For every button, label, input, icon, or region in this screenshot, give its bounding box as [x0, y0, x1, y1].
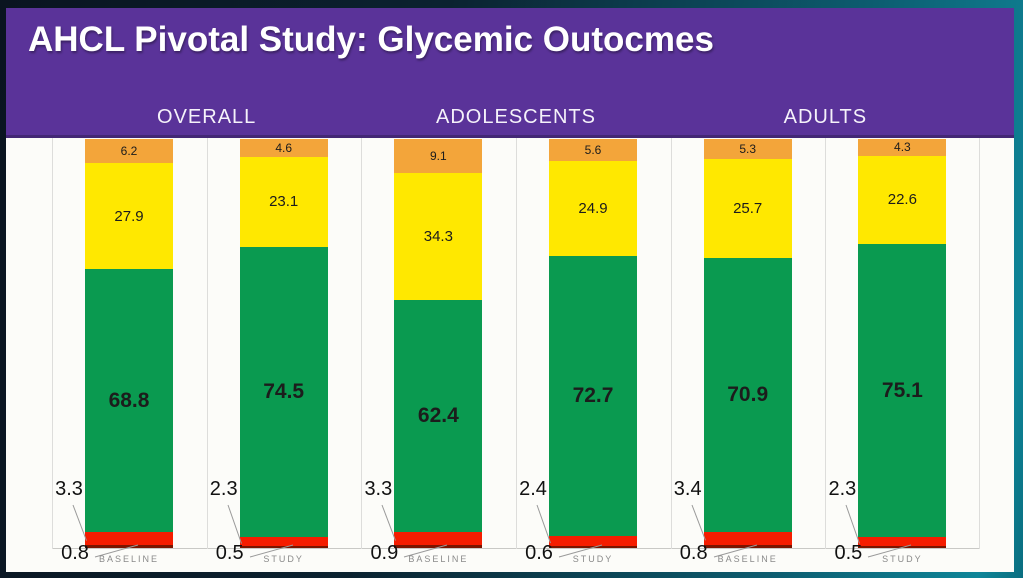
segment-very-high: 5.6 — [549, 139, 638, 161]
panel-divider-line — [52, 138, 53, 549]
low-value-label: 3.3 — [364, 478, 393, 500]
bar-panel: 4.3 22.6 75.1 2.3 0.5 STUDY — [825, 138, 981, 572]
bar-panel: 5.3 25.7 70.9 3.4 0.8 BASELINE — [670, 138, 826, 572]
stacked-bar: 5.6 24.9 72.7 — [549, 139, 638, 548]
very-low-value-label: 0.9 — [370, 542, 399, 564]
group-label-adults: ADULTS — [783, 106, 868, 128]
segment-high: 24.9 — [549, 160, 638, 257]
slide: AHCL Pivotal Study: Glycemic Outocmes OV… — [6, 8, 1014, 572]
panel-divider-line — [206, 138, 208, 549]
segment-low — [394, 532, 483, 545]
segment-very-low — [85, 544, 173, 548]
high-value: 24.9 — [578, 200, 608, 217]
in-range-value: 75.1 — [881, 378, 923, 402]
bar-panel: 6.2 27.9 68.8 3.3 0.8 BASELINE — [52, 138, 207, 572]
segment-high: 23.1 — [239, 156, 328, 247]
page-title: AHCL Pivotal Study: Glycemic Outocmes — [28, 20, 714, 59]
bar-panel: 9.1 34.3 62.4 3.3 0.9 BASELINE — [361, 138, 516, 572]
segment-low — [703, 531, 792, 545]
very-high-value: 9.1 — [430, 148, 447, 163]
stacked-bar: 4.3 22.6 75.1 — [858, 139, 947, 548]
low-value-label: 2.4 — [519, 478, 547, 500]
x-axis-line — [52, 548, 980, 549]
very-high-value: 5.6 — [584, 142, 602, 157]
stacked-bar: 6.2 27.9 68.8 — [85, 139, 173, 548]
bar-panel: 5.6 24.9 72.7 2.4 0.6 STUDY — [516, 138, 671, 572]
very-high-value: 4.6 — [275, 140, 293, 155]
category-label: STUDY — [882, 554, 923, 564]
stacked-bar: 5.3 25.7 70.9 — [703, 139, 792, 548]
segment-high: 34.3 — [394, 172, 483, 301]
segment-low — [239, 537, 328, 547]
segment-very-low — [858, 546, 947, 548]
segment-low — [85, 532, 173, 545]
segment-very-low — [549, 545, 638, 548]
very-low-value-label: 0.8 — [61, 542, 89, 564]
high-value: 27.9 — [114, 207, 144, 225]
category-label: BASELINE — [717, 554, 778, 564]
high-value: 34.3 — [423, 228, 453, 246]
segment-very-low — [394, 544, 483, 548]
segment-very-high: 4.3 — [858, 139, 947, 156]
very-low-value-label: 0.5 — [834, 542, 863, 564]
low-value-label: 2.3 — [828, 478, 857, 500]
category-label: BASELINE — [408, 554, 469, 564]
category-label: STUDY — [572, 554, 614, 564]
in-range-value: 68.8 — [108, 388, 150, 412]
panel-divider-line — [825, 138, 827, 549]
category-label: STUDY — [263, 554, 304, 564]
chart-area: 6.2 27.9 68.8 3.3 0.8 BASELINE 4.6 23.1 … — [6, 138, 1014, 572]
group-labels-row: OVERALL ADOLESCENTS ADULTS — [52, 106, 980, 129]
panel-divider-line — [516, 138, 518, 549]
segment-low — [858, 537, 947, 547]
panel-divider-line — [670, 138, 672, 549]
segment-very-high: 4.6 — [239, 139, 328, 157]
in-range-value: 62.4 — [417, 404, 459, 428]
very-high-value: 5.3 — [739, 142, 757, 157]
very-high-value: 6.2 — [120, 143, 138, 158]
segment-high: 25.7 — [703, 159, 792, 259]
high-value: 23.1 — [269, 193, 299, 211]
segment-high: 22.6 — [858, 155, 947, 244]
panel-divider-line — [979, 138, 981, 549]
in-range-value: 74.5 — [263, 379, 305, 403]
segment-very-high: 6.2 — [85, 139, 173, 163]
very-high-value: 4.3 — [894, 140, 911, 155]
in-range-value: 70.9 — [727, 383, 769, 407]
segment-in-range: 68.8 — [85, 269, 173, 533]
very-low-value-label: 0.6 — [525, 542, 553, 564]
in-range-value: 72.7 — [572, 384, 614, 408]
bar-panel: 4.6 23.1 74.5 2.3 0.5 STUDY — [206, 138, 362, 572]
segment-in-range: 70.9 — [703, 258, 792, 532]
slide-header: AHCL Pivotal Study: Glycemic Outocmes OV… — [6, 8, 1014, 138]
low-value-label: 2.3 — [209, 478, 238, 500]
panels: 6.2 27.9 68.8 3.3 0.8 BASELINE 4.6 23.1 … — [52, 138, 981, 572]
very-low-value-label: 0.5 — [215, 542, 244, 564]
segment-high: 27.9 — [85, 162, 173, 270]
group-label-overall: OVERALL — [157, 106, 257, 128]
high-value: 22.6 — [887, 191, 917, 209]
low-value-label: 3.3 — [55, 478, 83, 500]
panel-divider-line — [361, 138, 363, 549]
high-value: 25.7 — [733, 200, 763, 218]
stacked-bar: 4.6 23.1 74.5 — [239, 139, 328, 548]
stacked-bar: 9.1 34.3 62.4 — [394, 139, 483, 548]
segment-in-range: 74.5 — [239, 246, 328, 538]
low-value-label: 3.4 — [673, 478, 702, 500]
segment-very-low — [703, 544, 792, 548]
very-low-value-label: 0.8 — [679, 542, 708, 564]
group-label-adolescents: ADOLESCENTS — [436, 106, 596, 128]
segment-in-range: 72.7 — [549, 256, 638, 537]
category-label: BASELINE — [98, 554, 160, 564]
segment-very-high: 5.3 — [703, 139, 792, 160]
segment-very-high: 9.1 — [394, 139, 483, 173]
segment-low — [549, 536, 638, 546]
segment-very-low — [239, 546, 328, 548]
segment-in-range: 75.1 — [858, 243, 947, 538]
segment-in-range: 62.4 — [394, 300, 483, 533]
